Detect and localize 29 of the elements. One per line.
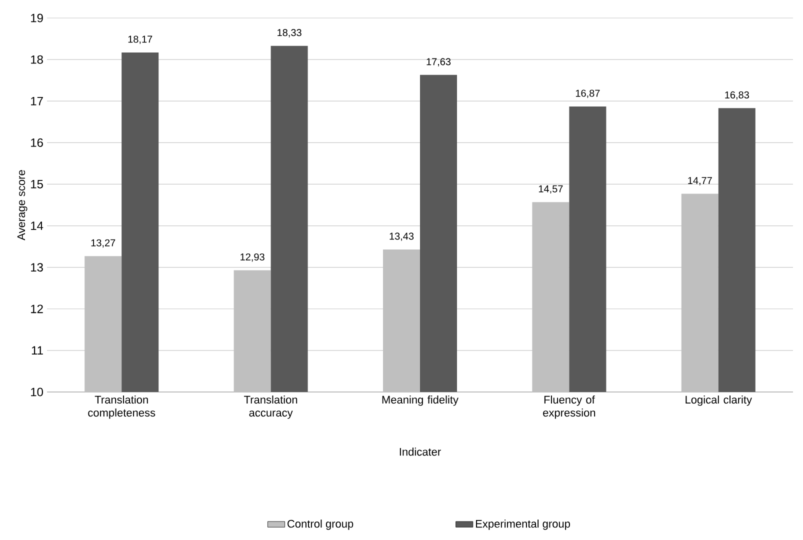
data-label: 13,27 bbox=[91, 239, 116, 248]
y-tick-label: 13 bbox=[31, 263, 43, 272]
x-tick-label: Logical clarity bbox=[686, 396, 752, 406]
y-tick-label: 15 bbox=[31, 180, 43, 188]
x-tick-label: Meaning fidelity bbox=[382, 396, 458, 406]
data-label: 14,77 bbox=[688, 177, 712, 186]
y-tick-label: 16 bbox=[31, 138, 43, 147]
data-label: 17,63 bbox=[426, 58, 451, 66]
y-tick-label: 19 bbox=[31, 14, 43, 22]
data-label: 16,87 bbox=[576, 90, 600, 98]
y-axis-title: Average score bbox=[17, 170, 28, 240]
data-label: 18,33 bbox=[278, 29, 302, 38]
legend-label: Experimental group bbox=[476, 520, 570, 530]
y-tick-label: 17 bbox=[31, 96, 43, 106]
data-label: 12,93 bbox=[240, 253, 264, 262]
x-tick-label: Translation completeness bbox=[88, 396, 156, 419]
data-label: 16,83 bbox=[725, 91, 749, 100]
y-tick-label: 18 bbox=[31, 55, 43, 64]
x-tick-label: Fluency of expression bbox=[543, 396, 596, 419]
y-tick-label: 10 bbox=[31, 388, 44, 396]
x-tick-label: Translation accuracy bbox=[244, 396, 298, 419]
data-label: 13,43 bbox=[390, 232, 414, 241]
data-label: 18,17 bbox=[128, 36, 152, 44]
data-label: 14,57 bbox=[538, 185, 563, 194]
legend-label: Control group bbox=[288, 520, 354, 530]
y-tick-label: 14 bbox=[31, 222, 44, 230]
x-axis-title: Indicater bbox=[400, 448, 441, 456]
y-tick-label: 11 bbox=[32, 346, 43, 355]
y-tick-label: 12 bbox=[31, 304, 43, 314]
